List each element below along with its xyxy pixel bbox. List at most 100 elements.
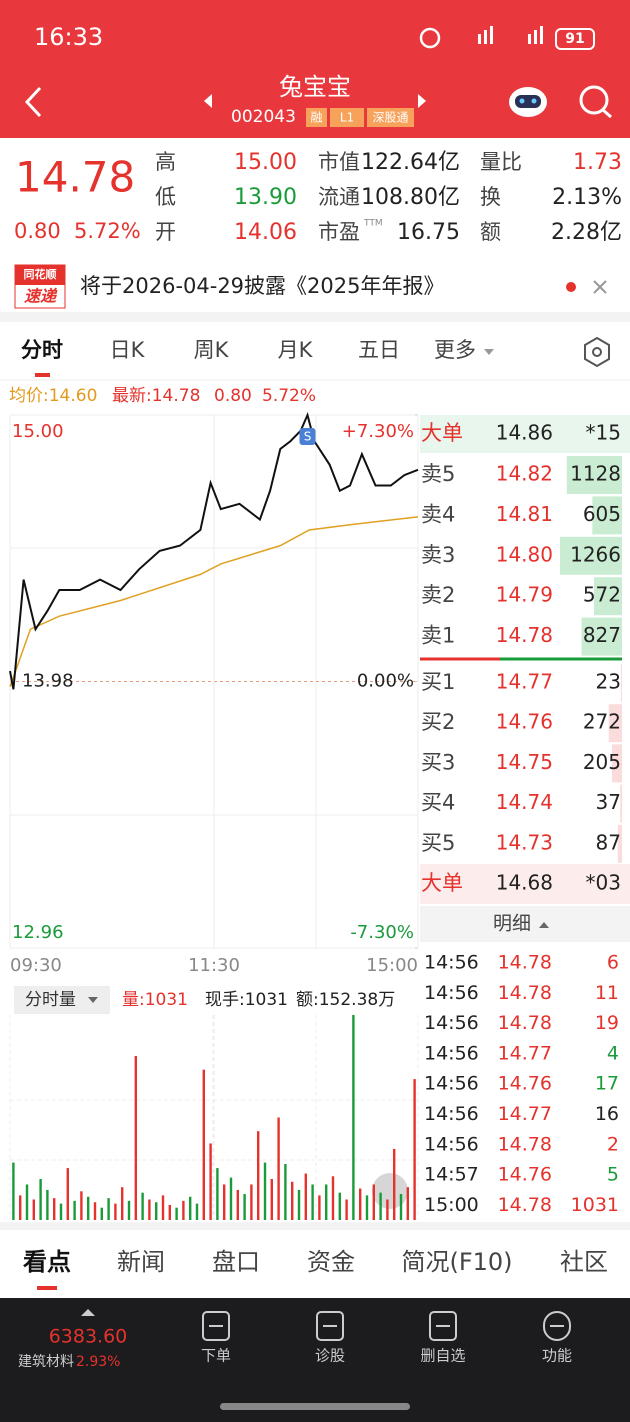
bottom-tab[interactable]: 社区 [560,1248,608,1276]
tab[interactable]: 月K [278,338,314,362]
volume-label: 量:1031 [122,990,188,1010]
depth-bar [581,617,622,656]
volume-bar [399,1194,403,1220]
detail-caret [539,922,549,928]
trade-volume: 4 [607,1042,619,1064]
separator [0,1222,630,1230]
tab[interactable]: 五日 [358,338,400,362]
book-price: 14.74 [496,790,553,814]
volume-bar [46,1189,49,1220]
settings-icon[interactable] [584,336,610,368]
trade-price: 14.76 [498,1164,552,1186]
tab[interactable]: 周K [194,338,230,362]
close-notice[interactable] [593,280,607,294]
bottom-bar-bg [0,1298,630,1422]
bottom-tab[interactable]: 资金 [307,1248,355,1276]
volume-bar [270,1179,273,1220]
clock: 16:33 [34,23,103,51]
back-button[interactable] [24,86,42,118]
big-sell-bg [420,415,630,453]
amount-label: 额:152.38万 [296,990,395,1010]
trade-volume: 16 [595,1103,619,1125]
field-value: 108.80亿 [361,185,460,210]
volume-caret [88,997,98,1003]
button-icon[interactable] [429,1311,457,1341]
button-icon[interactable] [543,1311,571,1341]
signal-marker [299,428,316,445]
button-label[interactable]: 诊股 [315,1347,345,1365]
assistant-icon[interactable] [509,87,547,117]
x-tick-label: 15:00 [366,955,418,976]
volume-bar [93,1202,97,1220]
field-label: 开 [155,220,176,244]
change-pct: 5.72% [74,219,141,243]
book-price: 14.80 [496,542,553,566]
detail-header-bg [420,906,630,942]
y2-tick-label: -7.30% [350,922,414,943]
trade-time: 15:00 [424,1194,479,1216]
tab[interactable]: 分时 [21,338,63,362]
expand-button[interactable] [372,1173,408,1209]
button-label[interactable]: 下单 [201,1347,231,1365]
index-value[interactable]: 6383.60 [49,1326,128,1348]
depth-bar [608,704,622,743]
latest-price: 最新:14.78 [112,386,200,406]
volume-bar [19,1195,22,1220]
volume-bar [297,1189,301,1220]
signal-icons [419,26,543,49]
volume-bar [413,1079,416,1220]
button-icon[interactable] [316,1311,344,1341]
volume-bar [318,1195,321,1220]
next-stock[interactable] [418,94,426,108]
notice-text[interactable]: 将于2026-04-29披露《2025年年报》 [80,274,445,298]
field-label: 高 [155,150,176,174]
volume-bar [59,1203,63,1220]
volume-bar [311,1184,314,1220]
field-value: 1.73 [573,150,622,175]
book-volume: 1266 [570,542,621,566]
search-icon[interactable] [579,85,612,119]
button-label[interactable]: 功能 [542,1347,572,1365]
field-value: 16.75 [397,220,460,245]
field-value: 13.90 [234,185,297,210]
book-volume: 827 [583,623,621,647]
volume-bar [277,1117,280,1220]
volume-bar [243,1194,246,1220]
trade-price: 14.78 [498,982,552,1004]
y-tick-label: 12.96 [12,922,64,943]
field-value: 15.00 [234,150,297,175]
depth-bar [560,536,622,575]
detail-header[interactable]: 明细 [493,913,531,935]
tab[interactable]: 日K [110,338,146,362]
tab[interactable]: 更多 [434,338,476,362]
volume-bar [379,1192,382,1220]
depth-bar [611,744,622,783]
trade-time: 14:56 [424,1042,479,1064]
field-value: 14.06 [234,220,297,245]
tag-bg [367,108,414,127]
bottom-tab[interactable]: 简况(F10) [401,1248,512,1276]
volume-bar [182,1200,185,1220]
volume-bar [291,1181,294,1220]
book-label: 大单 [421,871,463,895]
volume-header[interactable]: 分时量 [25,990,76,1010]
bottom-tab[interactable]: 盘口 [212,1248,260,1276]
button-icon[interactable] [202,1311,230,1341]
badge-top-text: 同花顺 [24,267,57,281]
battery-level: 91 [565,31,584,47]
volume-bar [365,1195,369,1220]
volume-bar [257,1131,260,1220]
button-label[interactable]: 删自选 [420,1347,465,1365]
bottom-tab[interactable]: 新闻 [117,1248,165,1276]
trade-time: 14:56 [424,952,479,974]
bottom-tab[interactable]: 看点 [23,1248,71,1276]
book-price: 14.75 [496,750,553,774]
volume-bar [352,1015,355,1220]
volume-bar [32,1199,35,1220]
prev-stock[interactable] [204,94,212,108]
book-label: 卖5 [421,462,455,486]
trade-price: 14.78 [498,1012,552,1034]
signal-text: S [304,430,312,444]
volume-bar [175,1207,178,1220]
book-price: 14.82 [496,462,553,486]
